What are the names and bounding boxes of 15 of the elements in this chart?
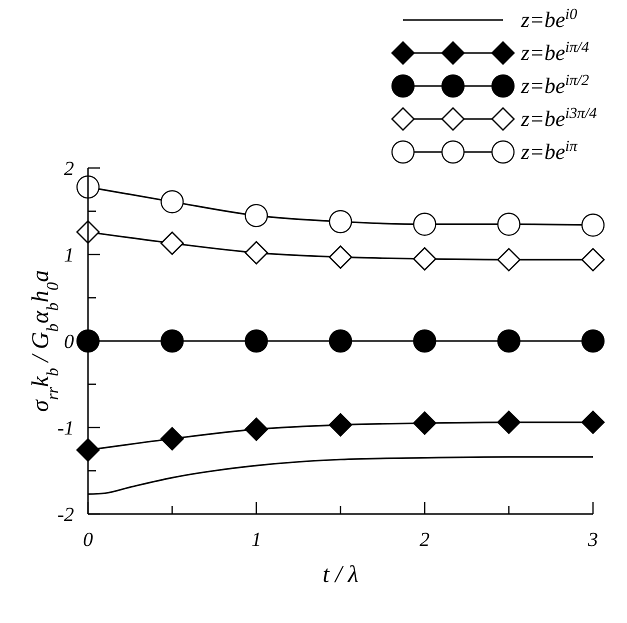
legend-label: z=be$^{i3π/4}$ [520, 104, 598, 131]
y-tick-label: 2 [64, 158, 74, 180]
y-tick-label: -1 [57, 418, 74, 440]
x-tick-label: 0 [83, 529, 93, 551]
x-tick-label: 3 [587, 529, 598, 551]
legend-label: z=be$^{i0}$ [520, 6, 578, 32]
x-axis-title: t / λ [322, 562, 358, 588]
legend-label: z=be$^{iπ/4}$ [520, 38, 590, 65]
legend-label: z=be$^{iπ}$ [520, 138, 578, 164]
y-tick-label: 1 [64, 244, 74, 266]
y-tick-label: -2 [57, 504, 74, 526]
legend-label: z=be$^{iπ/2}$ [520, 72, 590, 98]
x-tick-label: 1 [251, 529, 262, 551]
y-tick-label: 0 [64, 331, 74, 353]
x-tick-label: 2 [420, 529, 430, 551]
